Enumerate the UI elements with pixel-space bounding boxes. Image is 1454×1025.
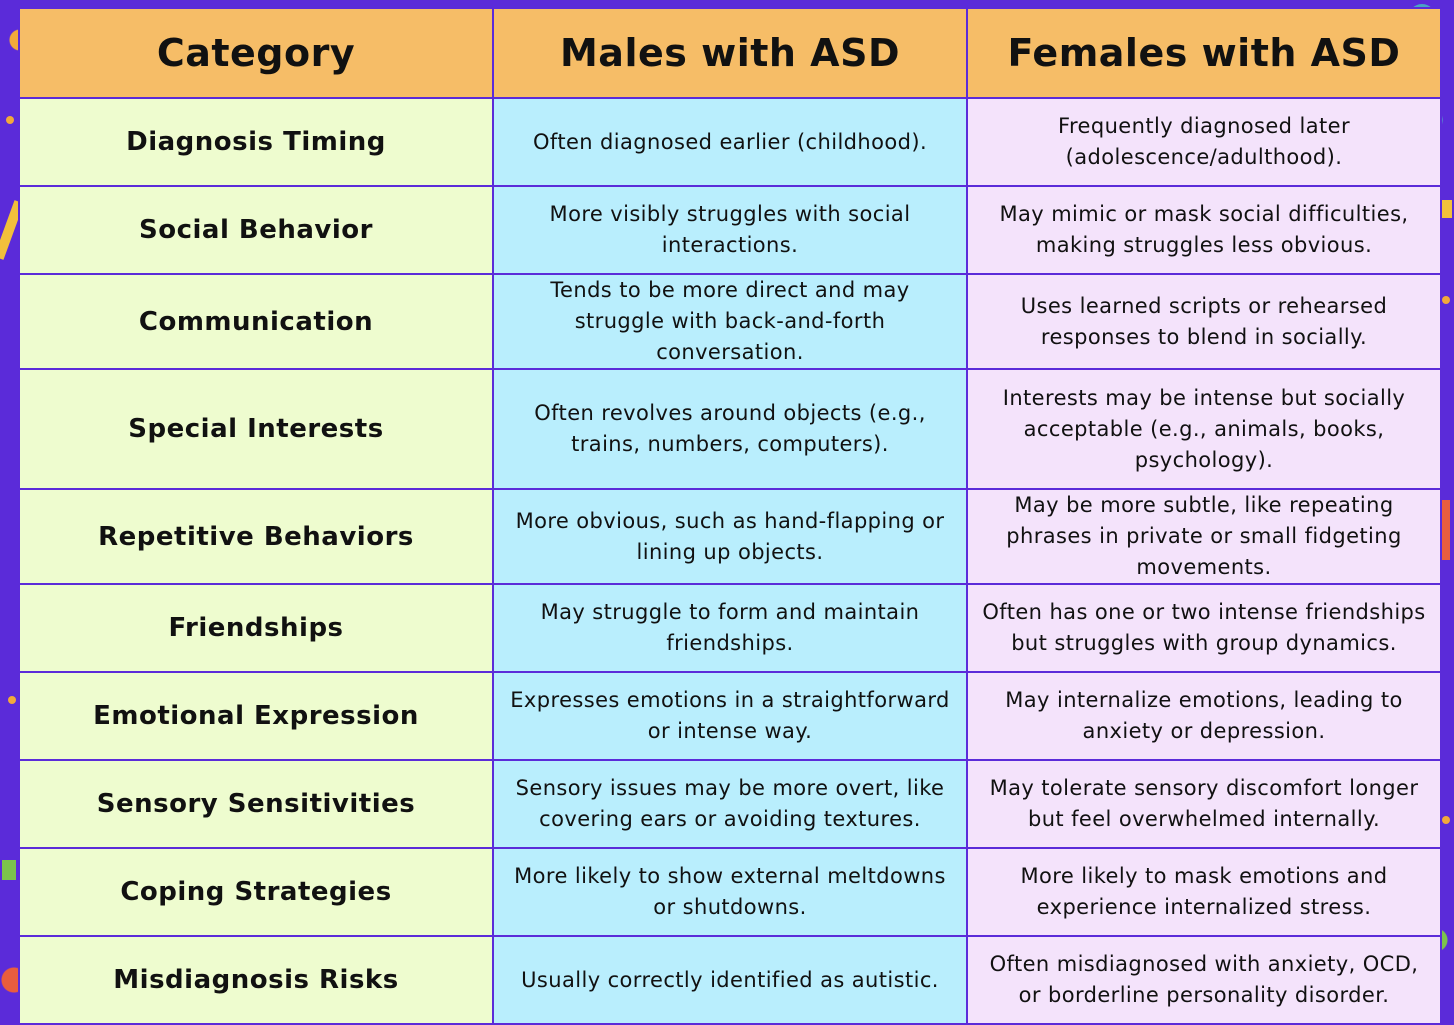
males-cell: More likely to show external meltdowns o… [492, 847, 968, 937]
category-cell: Repetitive Behaviors [18, 488, 494, 585]
category-cell: Diagnosis Timing [18, 97, 494, 187]
table-row: Diagnosis Timing Often diagnosed earlier… [18, 97, 1442, 187]
males-cell: More obvious, such as hand-flapping or l… [492, 488, 968, 585]
table-row: Coping Strategies More likely to show ex… [18, 847, 1442, 937]
table-row: Misdiagnosis Risks Usually correctly ide… [18, 935, 1442, 1025]
header-category: Category [18, 7, 494, 99]
females-cell: Interests may be intense but socially ac… [966, 368, 1442, 490]
females-cell: Often has one or two intense friendships… [966, 583, 1442, 673]
table-row: Special Interests Often revolves around … [18, 368, 1442, 490]
category-cell: Special Interests [18, 368, 494, 490]
header-females: Females with ASD [966, 7, 1442, 99]
females-cell: Frequently diagnosed later (adolescence/… [966, 97, 1442, 187]
males-cell: Sensory issues may be more overt, like c… [492, 759, 968, 849]
males-cell: More visibly struggles with social inter… [492, 185, 968, 275]
category-cell: Sensory Sensitivities [18, 759, 494, 849]
book-icon [2, 200, 1452, 880]
comparison-table: Category Males with ASD Females with ASD… [18, 7, 1442, 1025]
males-cell: Expresses emotions in a straightforward … [492, 671, 968, 761]
females-cell: More likely to mask emotions and experie… [966, 847, 1442, 937]
star-icon [6, 116, 1450, 824]
females-cell: May internalize emotions, leading to anx… [966, 671, 1442, 761]
category-cell: Social Behavior [18, 185, 494, 275]
category-cell: Emotional Expression [18, 671, 494, 761]
table-row: Repetitive Behaviors More obvious, such … [18, 488, 1442, 585]
table-row: Sensory Sensitivities Sensory issues may… [18, 759, 1442, 849]
category-cell: Coping Strategies [18, 847, 494, 937]
females-cell: Uses learned scripts or rehearsed respon… [966, 273, 1442, 370]
category-cell: Friendships [18, 583, 494, 673]
females-cell: May be more subtle, like repeating phras… [966, 488, 1442, 585]
males-cell: Tends to be more direct and may struggle… [492, 273, 968, 370]
females-cell: May tolerate sensory discomfort longer b… [966, 759, 1442, 849]
males-cell: Usually correctly identified as autistic… [492, 935, 968, 1025]
category-cell: Misdiagnosis Risks [18, 935, 494, 1025]
header-row: Category Males with ASD Females with ASD [18, 7, 1442, 99]
females-cell: May mimic or mask social difficulties, m… [966, 185, 1442, 275]
males-cell: Often diagnosed earlier (childhood). [492, 97, 968, 187]
males-cell: May struggle to form and maintain friend… [492, 583, 968, 673]
pencil-icon [0, 200, 1450, 560]
category-cell: Communication [18, 273, 494, 370]
table-row: Social Behavior More visibly struggles w… [18, 185, 1442, 275]
males-cell: Often revolves around objects (e.g., tra… [492, 368, 968, 490]
table-row: Emotional Expression Expresses emotions … [18, 671, 1442, 761]
females-cell: Often misdiagnosed with anxiety, OCD, or… [966, 935, 1442, 1025]
table-row: Friendships May struggle to form and mai… [18, 583, 1442, 673]
table-row: Communication Tends to be more direct an… [18, 273, 1442, 370]
header-males: Males with ASD [492, 7, 968, 99]
